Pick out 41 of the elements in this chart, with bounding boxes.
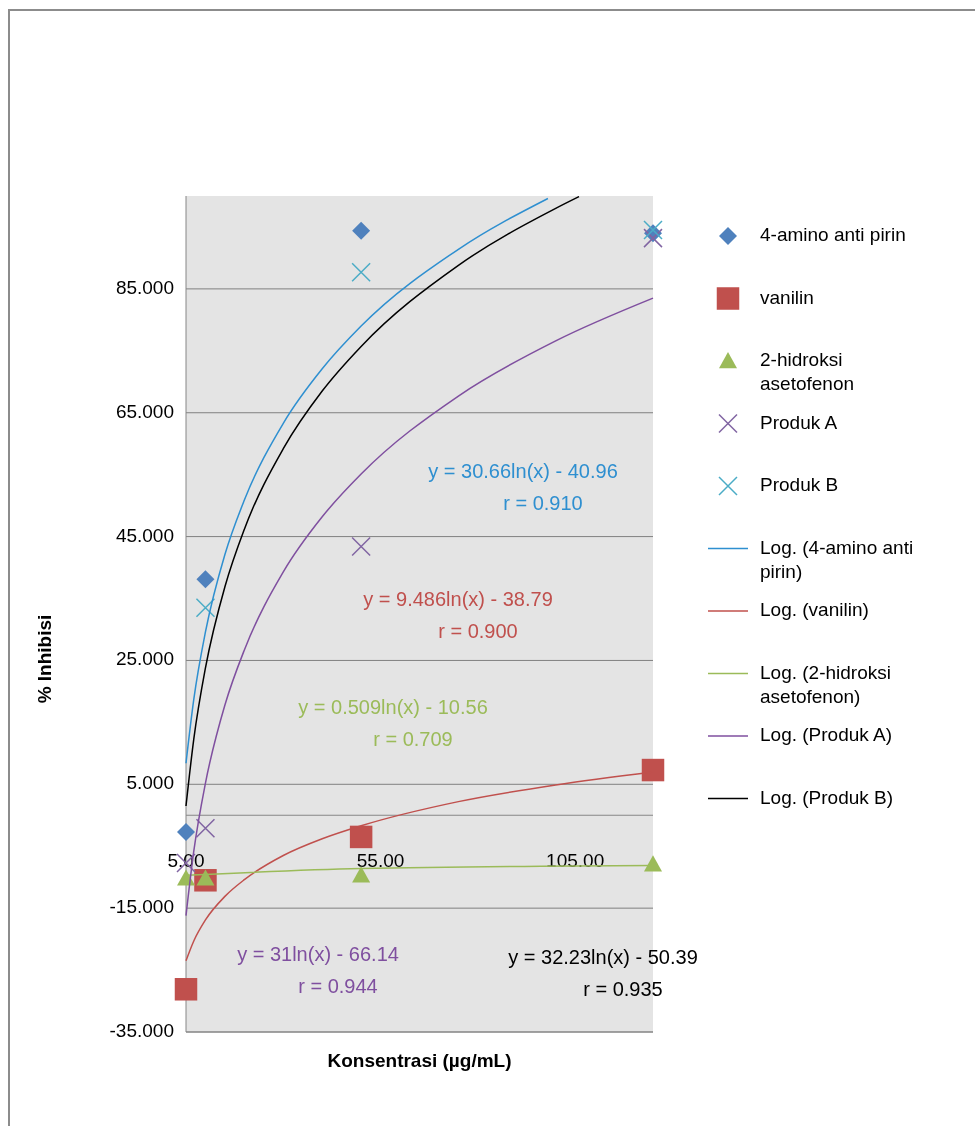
- legend-label: Log. (Produk B): [760, 786, 894, 808]
- y-tick-label: -35.000: [109, 1020, 174, 1042]
- annotation: y = 0.509ln(x) - 10.56 r = 0.709: [298, 696, 488, 750]
- annotation: y = 32.23ln(x) - 50.39 r = 0.935: [508, 946, 698, 1000]
- legend-label: vanilin: [760, 286, 814, 308]
- point: [349, 825, 373, 849]
- y-tick-label: 5.000: [126, 772, 174, 794]
- point: [196, 869, 215, 886]
- y-axis-title: % Inhibisi: [34, 614, 56, 704]
- point: [643, 228, 663, 248]
- legend-label: Log. (vanilin): [760, 599, 869, 621]
- annotation: y = 30.66ln(x) - 40.96 r = 0.910: [428, 460, 618, 514]
- y-tick-label: -15.000: [109, 896, 174, 918]
- point: [351, 536, 371, 557]
- legend-label: Log. (4-amino anti pirin): [760, 536, 914, 582]
- point: [352, 221, 371, 240]
- legend-label: 4-amino anti pirin: [760, 224, 906, 246]
- point: [196, 570, 215, 589]
- point: [641, 758, 665, 782]
- legend-label: Log. (2-hidroksi asetofenon): [760, 661, 891, 707]
- x-tick-label: 55.00: [356, 850, 405, 872]
- legend-label: Produk B: [760, 474, 839, 496]
- x-axis-title: Konsentrasi (µg/mL): [327, 1050, 512, 1072]
- y-tick-label: 85.000: [115, 276, 174, 298]
- legend-label: Produk A: [760, 411, 838, 433]
- point: [351, 262, 371, 282]
- point: [174, 978, 198, 1001]
- point: [177, 822, 195, 841]
- point: [644, 855, 662, 872]
- x-tick-label: 105.00: [546, 850, 605, 872]
- point: [195, 598, 216, 618]
- point: [195, 818, 216, 839]
- annotation: y = 9.486ln(x) - 38.79 r = 0.900: [363, 588, 553, 642]
- point: [352, 866, 371, 883]
- legend-label: 2-hidroksi asetofenon: [760, 349, 855, 395]
- y-tick-label: 45.000: [115, 524, 174, 546]
- y-tick-label: 65.000: [115, 400, 174, 422]
- annotation: y = 31ln(x) - 66.14 r = 0.944: [237, 943, 399, 997]
- point: [177, 869, 195, 886]
- legend-label: Log. (Produk A): [760, 724, 893, 746]
- y-tick-label: 25.000: [115, 648, 174, 670]
